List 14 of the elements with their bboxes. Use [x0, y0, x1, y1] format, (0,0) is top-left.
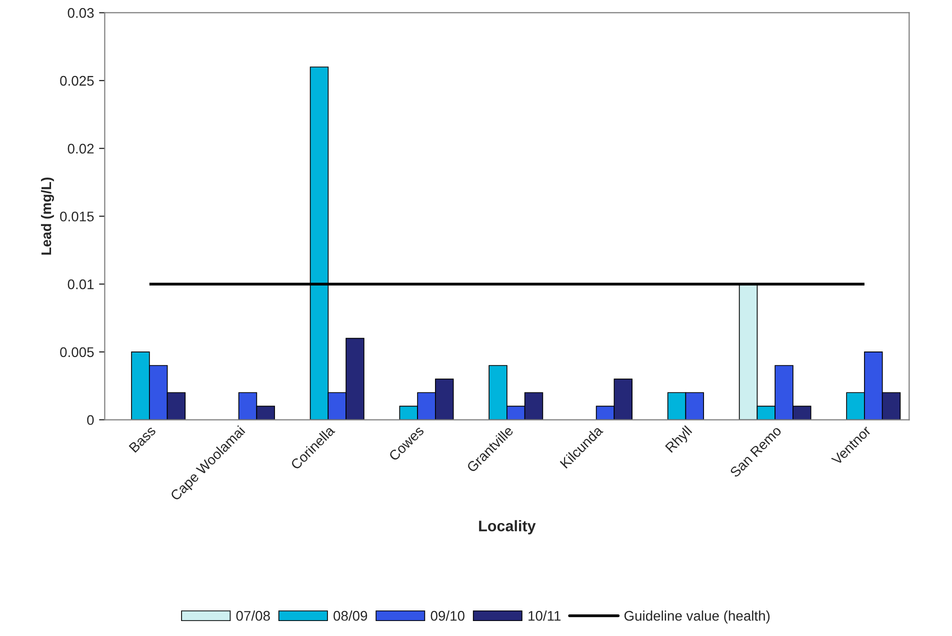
- legend-label: 08/09: [334, 610, 368, 621]
- y-tick-label: 0.005: [60, 347, 94, 358]
- y-axis-title: Lead (mg/L): [40, 178, 54, 255]
- x-axis-title: Locality: [479, 520, 536, 534]
- y-tick-label: 0.01: [68, 279, 94, 290]
- legend-label: 09/10: [430, 610, 464, 621]
- legend-label: 07/08: [236, 610, 270, 621]
- y-tick-label: 0: [87, 415, 94, 425]
- legend-label: 10/11: [528, 610, 561, 621]
- legend-label: Guideline value (health): [624, 610, 770, 624]
- y-tick-label: 0.02: [68, 144, 94, 154]
- y-tick-label: 0.025: [60, 76, 94, 86]
- y-tick-label: 0.03: [68, 8, 94, 18]
- y-tick-label: 0.015: [60, 212, 94, 222]
